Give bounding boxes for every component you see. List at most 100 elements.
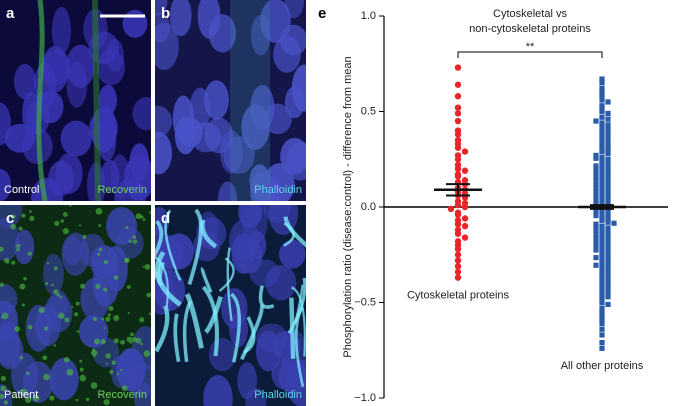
data-point <box>599 76 605 82</box>
data-point <box>454 257 462 264</box>
stain-speck <box>51 283 54 287</box>
stain-speck <box>54 220 60 226</box>
data-point <box>599 313 605 319</box>
stain-speck <box>3 400 9 405</box>
nucleus <box>0 300 19 342</box>
nucleus <box>286 141 306 181</box>
stain-fiber <box>155 219 164 258</box>
data-point <box>599 326 605 332</box>
data-point <box>611 220 617 226</box>
stain-speck <box>93 316 98 322</box>
panel-letter: e <box>318 5 326 22</box>
stain-label: Phalloidin <box>254 184 302 196</box>
nucleus <box>169 0 192 37</box>
data-point <box>599 296 605 302</box>
stain-speck <box>111 360 117 365</box>
data-point <box>454 251 462 258</box>
nucleus <box>155 131 173 175</box>
panel-letter: a <box>6 5 15 22</box>
data-point <box>599 217 605 223</box>
data-point <box>599 170 605 176</box>
stain-speck <box>74 312 79 317</box>
stain-speck <box>127 312 130 315</box>
data-point <box>454 93 462 100</box>
data-point <box>454 274 462 281</box>
data-point <box>599 273 605 279</box>
data-point <box>605 271 611 277</box>
data-point <box>605 191 611 197</box>
group-label: All other proteins <box>561 360 644 372</box>
nucleus <box>208 337 236 372</box>
micrograph-d <box>155 205 306 406</box>
data-point <box>605 110 611 117</box>
data-point <box>593 190 599 196</box>
data-point <box>593 255 599 261</box>
stain-speck <box>20 388 28 396</box>
stain-speck <box>0 385 6 392</box>
stain-fiber <box>230 292 241 363</box>
data-point <box>461 215 469 222</box>
data-point <box>599 89 605 95</box>
data-point <box>605 219 611 225</box>
data-point <box>599 97 605 103</box>
nucleus <box>291 64 306 112</box>
stain-speck <box>46 262 50 265</box>
stain-speck <box>93 338 101 345</box>
stain-speck <box>103 287 108 292</box>
stain-speck <box>21 213 26 218</box>
stain-speck <box>128 239 132 243</box>
y-tick-label: 0.5 <box>361 105 376 117</box>
data-point <box>605 179 611 185</box>
panel-letter: c <box>6 210 14 227</box>
stain-fiber <box>155 256 169 308</box>
data-point <box>605 210 611 216</box>
stain-fiber <box>184 293 204 349</box>
nucleus <box>49 357 79 401</box>
stain-speck <box>80 283 86 289</box>
data-point <box>454 173 462 180</box>
data-point <box>599 80 605 86</box>
stain-speck <box>105 362 108 365</box>
data-point <box>599 139 605 145</box>
significance-bracket <box>457 51 603 58</box>
stain-speck <box>132 235 137 239</box>
stain-speck <box>21 303 25 307</box>
stain-speck <box>103 399 110 406</box>
data-point <box>593 178 599 184</box>
data-point <box>605 198 611 204</box>
data-point <box>599 192 605 199</box>
stain-speck <box>53 344 57 347</box>
data-point <box>447 205 455 213</box>
stain-speck <box>135 213 142 220</box>
stain-speck <box>19 356 24 360</box>
stain-speck <box>144 264 151 270</box>
stain-speck <box>125 225 129 230</box>
data-point <box>599 257 605 264</box>
data-point <box>605 168 611 174</box>
data-point <box>593 152 599 159</box>
data-point <box>599 317 605 323</box>
data-point <box>605 301 611 308</box>
stain-speck <box>16 243 21 248</box>
data-point <box>605 216 611 223</box>
nucleus <box>34 305 61 347</box>
data-point <box>599 234 605 241</box>
data-point <box>605 225 611 231</box>
stain-speck <box>113 314 120 322</box>
data-point <box>605 133 611 139</box>
data-point <box>454 165 462 172</box>
data-point <box>605 126 611 132</box>
data-point <box>593 197 599 203</box>
nucleus <box>197 0 221 39</box>
stain-speck <box>26 371 30 376</box>
stain-streak <box>92 0 101 201</box>
stain-speck <box>43 373 50 381</box>
group-label: Cytoskeletal proteins <box>407 290 510 302</box>
stain-fiber <box>240 303 264 361</box>
data-point <box>599 135 605 141</box>
stain-fiber <box>155 305 170 353</box>
data-point <box>599 320 605 327</box>
data-point <box>599 108 605 115</box>
nucleus <box>284 0 304 19</box>
data-point <box>454 268 462 276</box>
